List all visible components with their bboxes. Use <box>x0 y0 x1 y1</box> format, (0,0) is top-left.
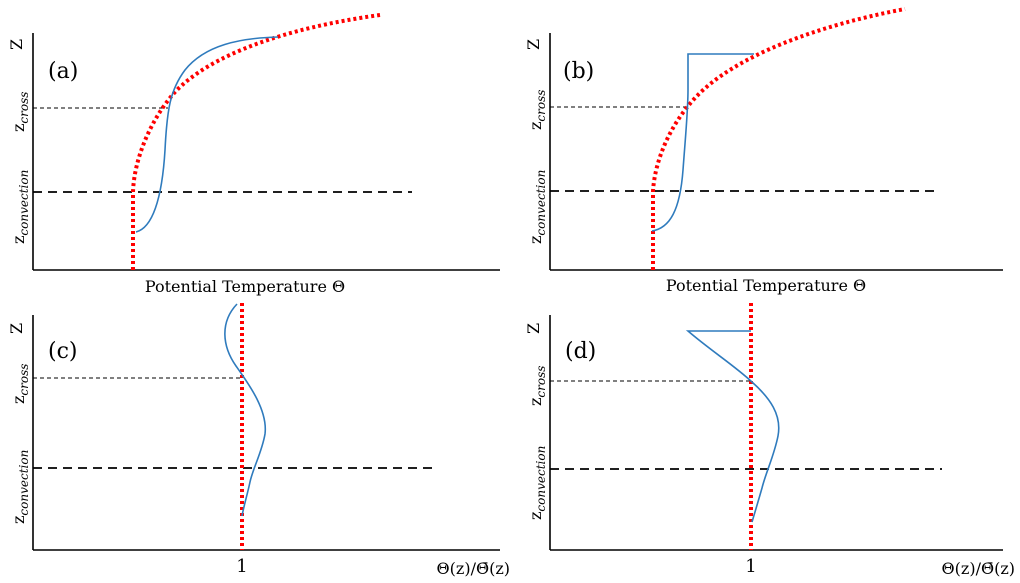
panel-a-profile-curve <box>135 36 279 233</box>
panel-b-x-label: Potential Temperature Θ <box>666 276 866 295</box>
panel-d-zconvection-label: zconvection <box>526 446 548 520</box>
panel-c-z-label: Z <box>7 323 26 334</box>
panel-c: (c) Z zcross zconvection 1 Θ(z)/Θ̄(z) <box>7 303 510 578</box>
panel-a-label: (a) <box>48 59 78 84</box>
panel-b-profile-curve <box>651 53 754 232</box>
panel-c-zcross-label: zcross <box>9 364 31 404</box>
panel-b-z-label: Z <box>524 39 543 50</box>
panel-a: (a) Z zcross zconvection Potential Tempe… <box>7 13 500 296</box>
panel-d-profile-curve <box>685 330 780 523</box>
panel-a-zcross-label: zcross <box>9 92 31 132</box>
panel-b-zcross-label: zcross <box>526 90 548 130</box>
panel-c-profile-curve <box>224 303 266 517</box>
panel-d-label: (d) <box>565 339 596 364</box>
panel-d-zcross-label: zcross <box>526 366 548 406</box>
panel-d-x-tick: 1 <box>745 556 756 577</box>
panel-c-label: (c) <box>48 339 78 364</box>
panel-a-x-label: Potential Temperature Θ <box>145 277 345 296</box>
panel-d: (d) Z zcross zconvection 1 Θ(z)/Θ̄(z) <box>524 303 1015 578</box>
panel-d-x-label: Θ(z)/Θ̄(z) <box>942 559 1015 578</box>
panel-b: (b) Z zcross zconvection Potential Tempe… <box>524 7 1003 295</box>
panel-b-reference-curve <box>651 7 906 270</box>
panel-c-zconvection-label: zconvection <box>9 450 31 524</box>
panel-a-z-label: Z <box>7 39 26 50</box>
panel-c-x-tick: 1 <box>236 556 247 577</box>
panel-b-zconvection-label: zconvection <box>526 170 548 244</box>
panel-d-z-label: Z <box>524 323 543 334</box>
panel-a-zconvection-label: zconvection <box>9 170 31 244</box>
panel-b-label: (b) <box>563 59 594 84</box>
panel-c-x-label: Θ(z)/Θ̄(z) <box>437 559 510 578</box>
panel-a-reference-curve <box>131 13 381 270</box>
